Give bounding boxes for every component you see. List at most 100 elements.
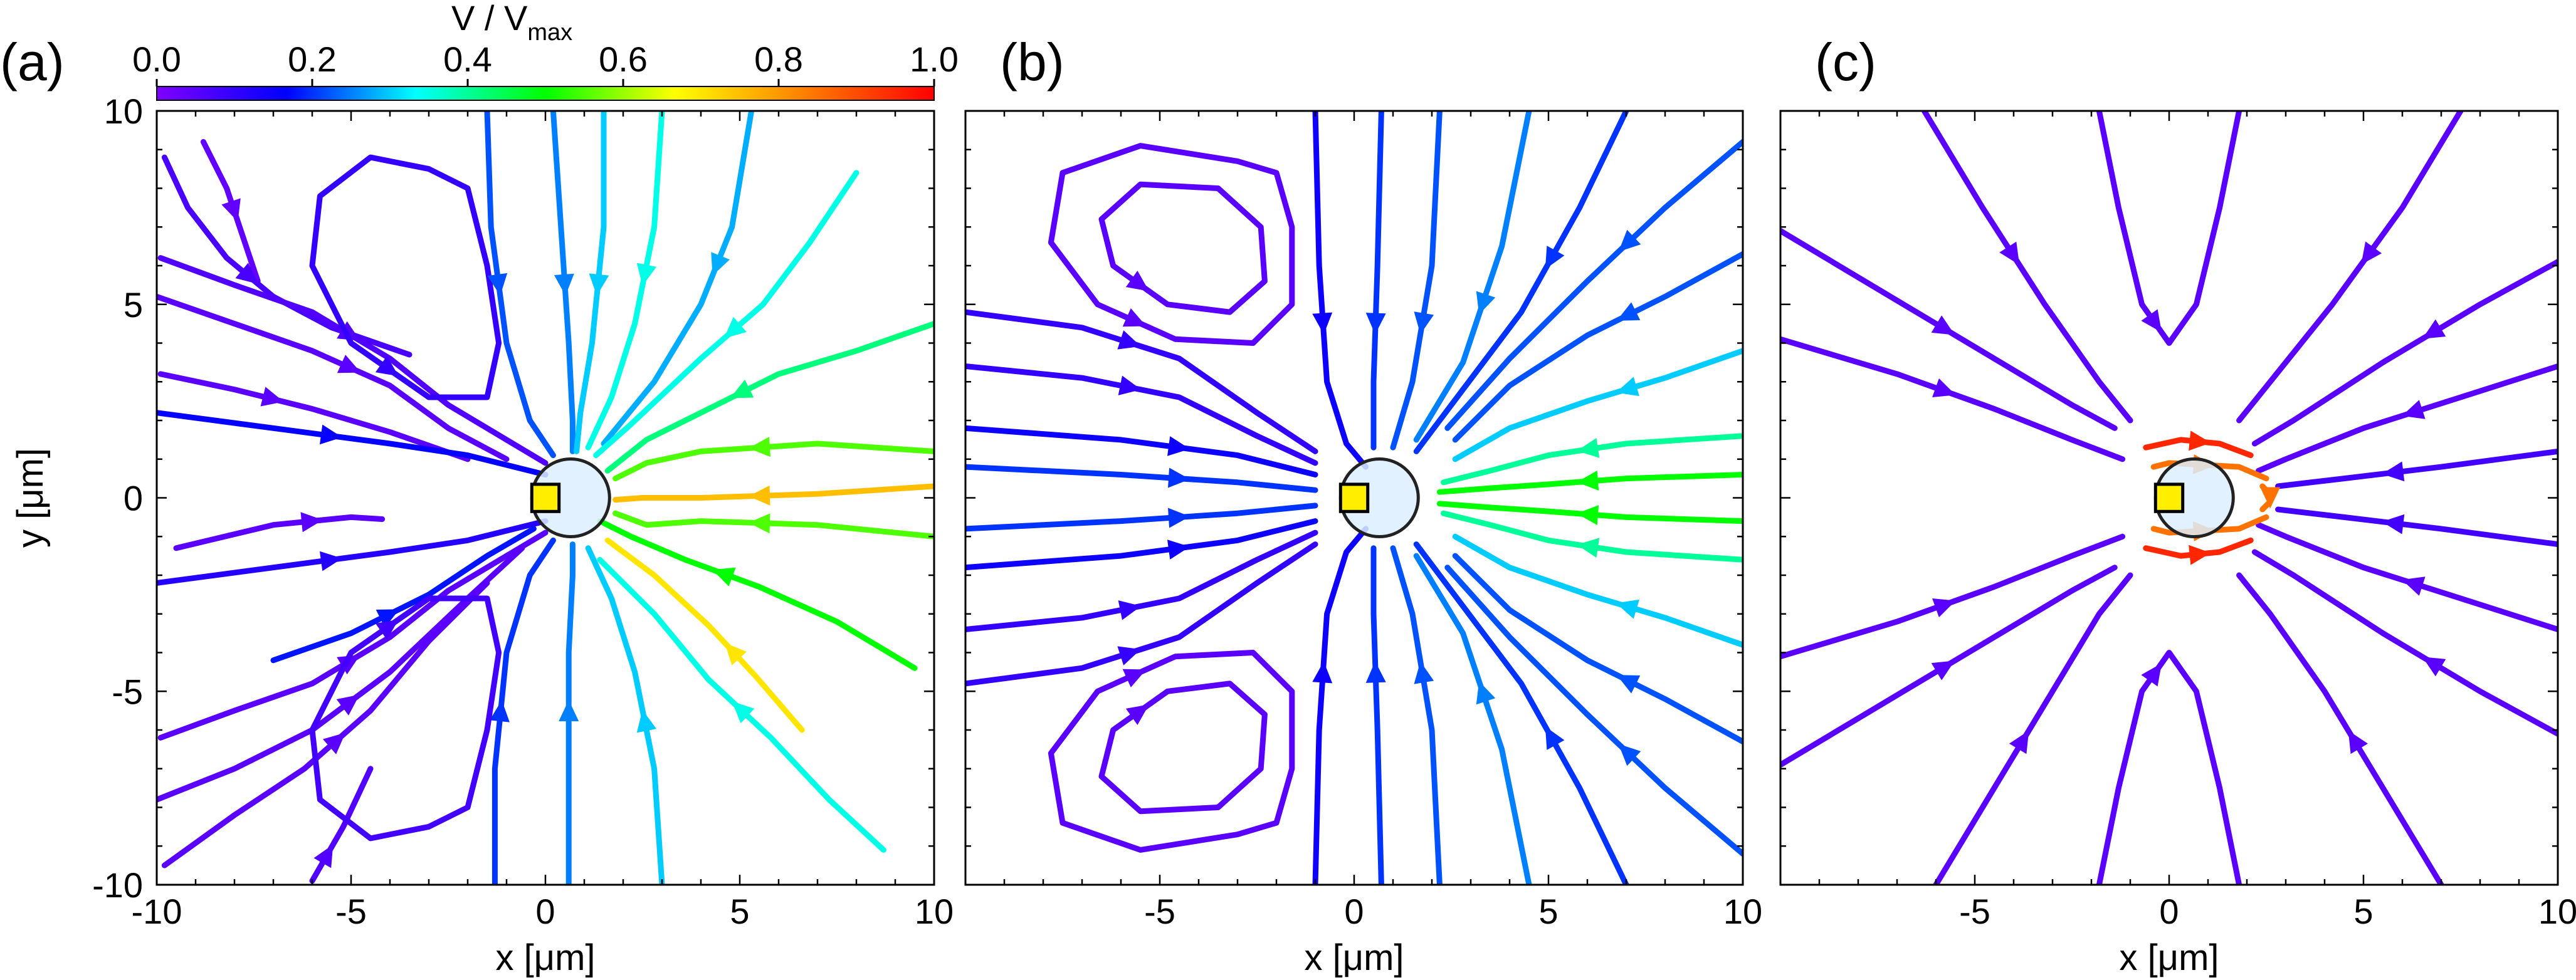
colorbar-gradient <box>156 86 935 101</box>
panel-label: (c) <box>1815 33 1876 91</box>
streamline-arrow <box>1618 744 1641 766</box>
streamline <box>965 503 1318 532</box>
streamline <box>1370 545 1384 885</box>
y-tick-label: -10 <box>92 865 143 905</box>
streamline-arrow <box>336 694 360 716</box>
streamline <box>1370 111 1384 451</box>
streamline <box>565 541 576 885</box>
streamline <box>270 526 537 664</box>
streamline-arrow <box>1118 600 1142 620</box>
streamline <box>2251 549 2558 737</box>
streamline-arrow <box>2260 487 2281 509</box>
colorbar-tick-label: 0.2 <box>288 39 337 79</box>
streamline <box>1933 572 2133 885</box>
streamline <box>2256 363 2558 474</box>
streamline-arrow <box>1312 312 1333 335</box>
streamline-arrow <box>1125 271 1149 291</box>
streamline-arrow <box>2402 576 2426 596</box>
streamline <box>1413 553 1532 885</box>
streamline <box>1390 111 1443 451</box>
streamline-arrow <box>490 700 510 722</box>
streamline <box>1413 541 1629 885</box>
streamline <box>1312 111 1369 470</box>
streamline <box>1048 650 1295 853</box>
streamline-arrow <box>2422 657 2446 677</box>
streamline <box>492 537 556 885</box>
streamline <box>965 541 1318 687</box>
streamline-arrow <box>1999 241 2020 265</box>
colorbar-ticks: 0.0 0.2 0.4 0.6 0.8 1.0 <box>132 39 959 86</box>
streamline-arrow <box>711 252 730 276</box>
streamline-arrow <box>732 701 755 724</box>
colorbar-label: V / Vmax <box>451 0 572 46</box>
streamline-arrow <box>1168 508 1190 528</box>
panel-a: (a) -10 -5 0 5 10 -10 -5 0 5 10 x [μm] y [μm] <box>0 33 954 978</box>
x-axis-label: x [μm] <box>1304 937 1404 978</box>
streamline-arrow <box>2382 514 2405 534</box>
streamline <box>1413 111 1629 454</box>
streamline <box>604 537 805 733</box>
streamline <box>965 529 1318 632</box>
streamline <box>1452 348 1743 462</box>
streamline-arrow <box>1414 311 1434 335</box>
streamline-arrow <box>1577 505 1599 525</box>
x-tick-label: 5 <box>730 892 749 931</box>
colorbar-tick-label: 0.0 <box>132 39 181 79</box>
streamline-arrow <box>1577 438 1600 458</box>
streamline <box>585 545 665 885</box>
streamline <box>1436 472 1743 495</box>
streamline-arrow <box>589 273 609 296</box>
streamline-arrow <box>730 379 754 399</box>
source-square <box>530 482 561 513</box>
streamline <box>2236 572 2444 885</box>
streamline-arrow <box>2422 319 2446 339</box>
streamline-arrow <box>554 273 574 296</box>
colorbar-label-subscript: max <box>527 19 572 46</box>
streamline <box>157 518 549 586</box>
colorbar-tick-label: 1.0 <box>910 39 959 79</box>
streamline-arrow <box>2361 241 2382 265</box>
streamline <box>484 111 556 459</box>
streamline-arrow <box>2402 400 2426 419</box>
streamline-arrow <box>2009 730 2029 754</box>
panel-label: (a) <box>0 33 65 91</box>
streamline-arrow <box>1414 661 1434 684</box>
y-tick-label: 5 <box>124 285 143 325</box>
streamline-arrow <box>235 263 258 284</box>
streamline <box>585 111 665 451</box>
streamline <box>1048 143 1295 346</box>
streamline-arrow <box>320 551 342 571</box>
streamline <box>612 440 934 482</box>
streamline-arrow <box>1117 646 1141 665</box>
panel-label: (b) <box>1000 33 1065 91</box>
streamline-arrow <box>487 273 508 296</box>
streamline-arrow <box>1476 291 1496 315</box>
streamline <box>965 309 1318 454</box>
streamline <box>1312 526 1369 885</box>
streamline <box>612 483 934 503</box>
streamline <box>1780 336 2126 462</box>
streamline-arrow <box>712 567 736 586</box>
x-tick-label: -5 <box>1959 892 1990 931</box>
streamline-arrow <box>1168 467 1190 488</box>
streamline-arrow <box>1365 661 1386 683</box>
streamline-arrow <box>1577 471 1599 491</box>
source-square <box>1338 482 1370 513</box>
streamlines <box>965 111 1743 885</box>
streamline-arrow <box>1931 315 1955 335</box>
streamline-arrow <box>1312 661 1333 684</box>
streamline-arrow <box>1616 675 1641 694</box>
streamline-arrow <box>2382 461 2405 482</box>
streamline <box>597 518 918 671</box>
x-tick-label: 10 <box>2538 892 2576 931</box>
x-tick-label: -5 <box>1144 892 1175 931</box>
x-tick-label: 0 <box>1344 892 1364 931</box>
streamline <box>965 464 1318 493</box>
streamline <box>1444 565 1743 857</box>
streamline <box>1780 565 2118 768</box>
streamline <box>574 111 607 454</box>
streamline <box>2251 259 2558 447</box>
streamline <box>157 529 549 741</box>
streamline-arrow <box>725 642 747 665</box>
streamline-arrow <box>2348 730 2368 754</box>
